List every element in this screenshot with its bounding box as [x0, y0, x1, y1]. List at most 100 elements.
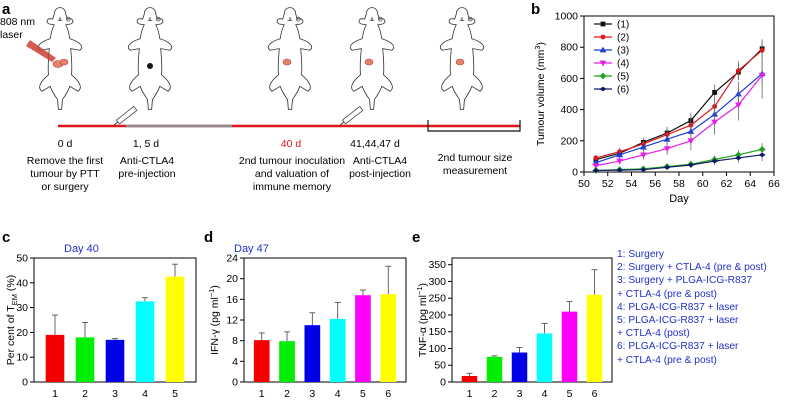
caption-1: Remove the first tumour by PTT or surger… — [26, 155, 104, 193]
bar — [329, 318, 346, 382]
x-tick-label: 62 — [721, 178, 733, 190]
y-tick-label: 8 — [232, 335, 238, 347]
data-point — [599, 60, 607, 67]
mouse-2 — [127, 7, 173, 110]
x-tick-label: 66 — [768, 178, 780, 190]
y-tick-label: 200 — [560, 135, 578, 147]
bar — [75, 337, 95, 382]
bar — [486, 356, 503, 382]
y-tick-label: 24 — [226, 253, 238, 265]
data-point — [711, 158, 719, 164]
bar — [279, 341, 295, 382]
time-point-1: 1, 5 d — [132, 138, 160, 150]
laser-beam — [26, 40, 56, 62]
legend-e-line: 1: Surgery — [617, 249, 664, 260]
bar — [380, 294, 397, 382]
y-tick-label: 50 — [434, 360, 446, 372]
x-tick-label: 1 — [467, 388, 473, 400]
panel-label-c: c — [2, 229, 11, 246]
tumour-4 — [364, 58, 374, 66]
legend-label: (1) — [617, 20, 629, 31]
x-tick-label: 2 — [82, 388, 88, 400]
tumour-1b — [59, 58, 69, 66]
bar — [105, 339, 125, 382]
y-tick-label: 0 — [572, 167, 578, 179]
legend-e-line: 4: PLGA-ICG-R837 + laser — [617, 301, 739, 313]
y-tick-label: 200 — [428, 309, 446, 321]
y-tick-label: 150 — [428, 326, 446, 338]
caption-2: Anti-CTLA4 pre-injection — [118, 155, 176, 180]
data-point — [593, 155, 599, 161]
legend-e-line: 5: PLGA-ICG-R837 + laser — [617, 315, 739, 327]
bar — [304, 325, 321, 382]
x-tick-label: 60 — [697, 178, 709, 190]
y-tick-label: 250 — [428, 293, 446, 305]
x-tick-label: 1 — [259, 388, 265, 400]
panel-label-e: e — [412, 229, 421, 246]
caption-5: 2nd tumour size measurement — [437, 152, 513, 177]
x-tick-label: 6 — [592, 388, 598, 400]
data-point — [687, 162, 695, 168]
legend-label: (6) — [617, 85, 629, 96]
x-tick-label: 3 — [309, 388, 315, 400]
series-4 — [592, 51, 766, 170]
bar — [586, 294, 603, 382]
y-axis-label: Tumour volume (mm3) — [533, 42, 547, 146]
data-point — [734, 155, 742, 161]
data-point — [600, 21, 606, 27]
data-point — [599, 72, 607, 80]
series-6 — [592, 148, 766, 173]
y-tick-label: 12 — [226, 315, 238, 327]
data-point — [639, 167, 647, 173]
x-tick-label: 52 — [602, 178, 614, 190]
y-tick-label: 400 — [560, 104, 578, 116]
legend-e-line: + CTLA-4 (pre & post) — [617, 288, 717, 300]
legend-label: (4) — [617, 59, 629, 70]
legend-label: (3) — [617, 46, 629, 57]
tumour-3 — [282, 58, 292, 66]
data-point — [639, 152, 647, 159]
y-axis-label: Per cent of TEM (%) — [5, 275, 19, 365]
legend-e-line: + CTLA-4 (post) — [617, 328, 690, 340]
data-point — [759, 47, 765, 53]
tumour-5 — [455, 58, 465, 66]
y-tick-label: 16 — [226, 294, 238, 306]
bar — [45, 334, 65, 382]
bar — [461, 375, 478, 382]
y-tick-label: 10 — [16, 352, 28, 364]
data-point — [734, 102, 742, 109]
bar — [536, 333, 553, 382]
timeline-svg — [26, 7, 521, 132]
plot-frame — [451, 257, 613, 383]
series-line — [595, 74, 763, 167]
x-tick-label: 6 — [385, 388, 391, 400]
data-point — [599, 46, 607, 53]
data-point — [599, 86, 607, 92]
y-axis-label: IFN-γ (pg ml−1) — [207, 285, 221, 355]
data-point — [616, 158, 624, 165]
bar — [355, 295, 371, 382]
chart-b: 50 52 54 56 58 60 62 64 66 0 200 400 600 800 1000 Day Tu… — [533, 11, 780, 206]
legend-e-line: 3: Surgery + PLGA-ICG-R837 — [617, 275, 753, 287]
time-point-3: 41,44,47 d — [350, 138, 400, 150]
x-tick-label: 2 — [492, 388, 498, 400]
y-tick-label: 40 — [16, 277, 28, 289]
x-tick-label: 5 — [360, 388, 366, 400]
data-point — [663, 146, 671, 152]
time-point-2: 40 d — [280, 138, 302, 150]
legend-e-line: 2: Surgery + CTLA-4 (pre & post) — [617, 262, 767, 274]
chart-c: 0 10 20 30 40 50 Day 40 Per cent of TEM (%) 1 2 3 4… — [5, 243, 197, 400]
measurement-bracket — [427, 120, 521, 132]
legend-label: (2) — [617, 33, 629, 44]
x-tick-label: 5 — [172, 388, 178, 400]
data-point — [663, 135, 671, 142]
time-point-0: 0 d — [57, 138, 73, 150]
data-point — [712, 90, 718, 95]
y-tick-label: 0 — [440, 377, 446, 389]
y-tick-label: 20 — [226, 273, 238, 285]
data-point — [600, 34, 606, 40]
caption-4: Anti-CTLA4 post-injection — [349, 155, 411, 180]
mouse-5 — [439, 7, 485, 110]
y-axis-label: TNF-α (pg ml−1) — [415, 283, 429, 357]
y-tick-label: 800 — [560, 42, 578, 54]
